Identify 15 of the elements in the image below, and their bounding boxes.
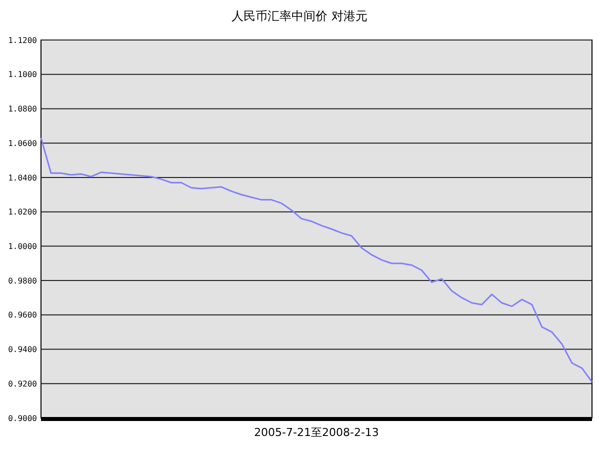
y-tick-label: 1.0800 — [8, 104, 38, 114]
y-tick-label: 1.0000 — [8, 242, 38, 251]
x-axis-title: 2005-7-21至2008-2-13 — [254, 426, 379, 439]
line-series — [40, 137, 593, 383]
y-tick-label: 1.0600 — [8, 138, 38, 148]
chart-title: 人民币汇率中间价 对港元 — [232, 9, 368, 23]
y-tick-label: 1.1000 — [8, 70, 38, 80]
y-tick-label: 1.0200 — [8, 208, 38, 217]
y-tick-label: 0.9400 — [8, 345, 38, 354]
y-tick-label: 0.9000 — [8, 414, 38, 423]
y-tick-label: 1.0400 — [8, 173, 38, 182]
y-tick-label: 0.9600 — [8, 310, 38, 320]
y-tick-label: 1.1200 — [8, 36, 38, 45]
y-tick-label: 0.9800 — [8, 276, 38, 286]
y-tick-label: 0.9200 — [8, 379, 38, 388]
